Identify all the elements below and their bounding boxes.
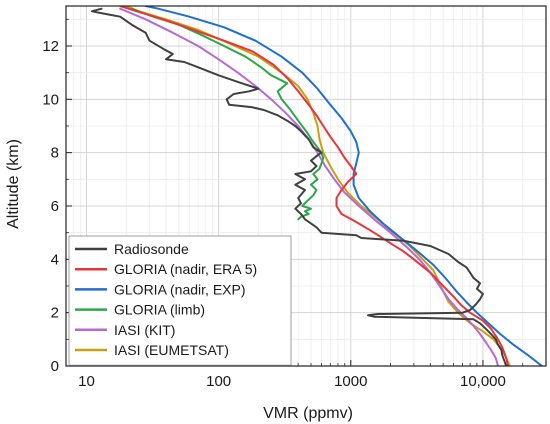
legend-label-gloria-nadir-era-5: GLORIA (nadir, ERA 5) xyxy=(114,261,257,277)
y-axis-title: Altitude (km) xyxy=(5,139,22,229)
legend: Radiosonde GLORIA (nadir, ERA 5) GLORIA (n… xyxy=(68,235,292,366)
x-tick-label: 100 xyxy=(206,373,231,390)
y-tick-label: 2 xyxy=(51,305,59,322)
legend-label-gloria-nadir-exp: GLORIA (nadir, EXP) xyxy=(114,281,246,297)
series-line-iasi-eumetsat xyxy=(125,6,511,366)
x-tick-label: 1000 xyxy=(334,373,367,390)
legend-label-iasi-eumetsat: IASI (EUMETSAT) xyxy=(114,342,229,358)
axes: 10 100 1000 10,000 0 2 4 6 8 10 12 xyxy=(42,18,524,390)
series-line-gloria-nadir-exp xyxy=(144,6,543,366)
x-axis-title: VMR (ppmv) xyxy=(263,405,353,422)
y-tick-label: 8 xyxy=(51,145,59,162)
legend-label-iasi-kit: IASI (KIT) xyxy=(114,322,175,338)
y-tick-label: 12 xyxy=(42,38,59,55)
y-tick-label: 10 xyxy=(42,91,59,108)
series-line-iasi-kit xyxy=(119,7,499,366)
series-line-gloria-limb xyxy=(130,7,325,221)
y-tick-label: 6 xyxy=(51,198,59,215)
y-tick-label: 4 xyxy=(51,251,59,268)
series-layer xyxy=(90,6,543,366)
legend-label-gloria-limb: GLORIA (limb) xyxy=(114,302,205,318)
y-tick-label: 0 xyxy=(51,358,59,375)
legend-label-radiosonde: Radiosonde xyxy=(114,241,189,257)
legend-box xyxy=(68,235,292,366)
series-line-radiosonde xyxy=(90,7,508,366)
plot-frame xyxy=(65,5,547,367)
x-tick-label: 10,000 xyxy=(460,373,506,390)
x-tick-label: 10 xyxy=(78,373,95,390)
